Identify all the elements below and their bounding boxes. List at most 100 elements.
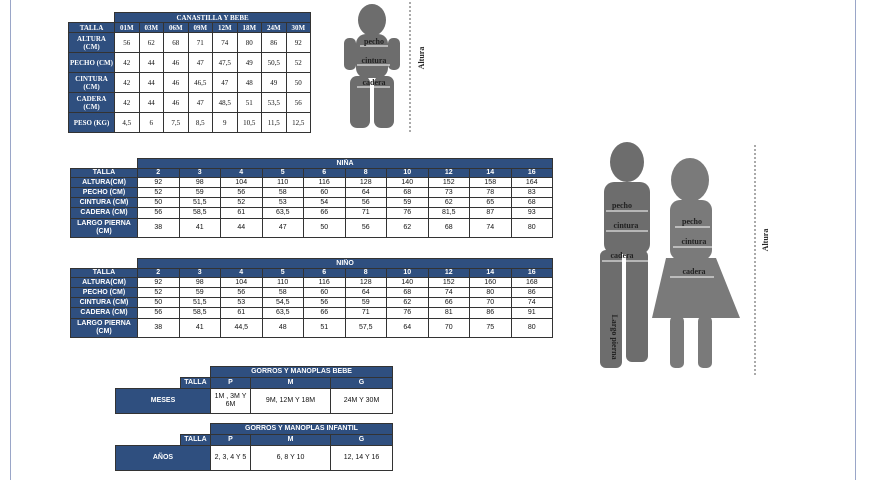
table-row: GORROS Y MANOPLAS BEBE	[116, 366, 394, 378]
empty-cell	[116, 367, 211, 378]
value-cell: 81,5	[427, 207, 470, 219]
value-cell: 47	[261, 218, 304, 238]
value-cell: 46	[163, 92, 189, 113]
row-label: CADERA (CM)	[70, 307, 138, 319]
value-cell: 51,5	[178, 197, 221, 208]
value-cell: 66	[303, 207, 346, 219]
table-title: GORROS Y MANOPLAS BEBE	[209, 366, 394, 378]
row-label: AÑOS	[115, 445, 211, 471]
value-cell: 60	[303, 187, 346, 198]
value-cell: 12, 14 Y 16	[329, 445, 394, 471]
value-cell: 50,5	[261, 52, 287, 73]
value-cell: 80	[236, 32, 262, 53]
header-cell: TALLA	[68, 22, 115, 33]
figure-label: cadera	[682, 267, 705, 276]
row-label: ALTURA(CM)	[70, 277, 138, 288]
table-row: MESES 1M , 3M Y 6M 9M, 12M Y 18M 24M Y 30M	[115, 388, 394, 414]
value-cell: 48	[236, 72, 262, 93]
empty-cell	[116, 435, 181, 446]
header-cell: 12	[427, 168, 470, 178]
header-cell: 10	[386, 268, 429, 278]
value-cell: 6	[138, 112, 164, 133]
value-cell: 62	[427, 197, 470, 208]
value-cell: 83	[510, 187, 553, 198]
value-cell: 62	[386, 297, 429, 308]
value-cell: 54	[303, 197, 346, 208]
value-cell: 56	[137, 207, 180, 219]
size-table: GORROS Y MANOPLAS INFANTIL TALLA P M G AÑOS 2,…	[115, 423, 394, 471]
value-cell: 12,5	[285, 112, 312, 133]
value-cell: 57,5	[344, 318, 387, 338]
value-cell: 52	[220, 197, 263, 208]
header-cell: 3	[178, 268, 221, 278]
value-cell: 53,5	[261, 92, 287, 113]
value-cell: 68	[386, 287, 429, 298]
value-cell: 86	[261, 32, 287, 53]
figure-label: cadera	[610, 251, 633, 260]
row-label: ALTURA (CM)	[68, 32, 115, 53]
table-row: ALTURA(CM) 92 98 104 110 116 128 140 152 158 164	[70, 177, 553, 188]
table-row: NIÑA	[71, 158, 553, 169]
value-cell: 80	[510, 318, 554, 338]
size-table: NIÑO TALLA 2 3 4 5 6 8 10 12 14 16 ALTURA(CM) 92 98 104…	[70, 258, 554, 338]
value-cell: 98	[178, 177, 221, 188]
value-cell: 58	[261, 187, 304, 198]
header-cell: 12M	[212, 22, 238, 33]
table-row: CADERA (CM) 56 58,5 61 63,5 66 71 76 81,5 87 93	[70, 207, 553, 219]
table-row: TALLA 2 3 4 5 6 8 10 12 14 16	[70, 168, 553, 178]
value-cell: 38	[137, 318, 180, 338]
value-cell: 44,5	[220, 318, 263, 338]
value-cell: 56	[344, 218, 387, 238]
table-row: TALLA P M G	[116, 434, 394, 446]
value-cell: 60	[303, 287, 346, 298]
table-row: CINTURA (CM) 50 51,5 53 54,5 56 59 62 66 70 74	[70, 297, 554, 308]
header-cell: 2	[137, 268, 180, 278]
header-cell: TALLA	[180, 434, 211, 446]
value-cell: 47	[187, 52, 213, 73]
figure-label: Largo pierna	[610, 314, 619, 359]
value-cell: 6, 8 Y 10	[250, 445, 331, 471]
table-title: NIÑA	[137, 158, 553, 169]
value-cell: 59	[178, 287, 221, 298]
row-label: CADERA (CM)	[70, 207, 138, 219]
value-cell: 164	[510, 177, 553, 188]
row-label: CINTURA (CM)	[70, 297, 138, 308]
value-cell: 73	[427, 187, 470, 198]
value-cell: 92	[285, 32, 312, 53]
value-cell: 56	[303, 297, 346, 308]
value-cell: 56	[114, 32, 140, 53]
value-cell: 116	[303, 177, 346, 188]
value-cell: 68	[386, 187, 429, 198]
value-cell: 56	[344, 197, 387, 208]
row-label: MESES	[115, 388, 211, 414]
header-cell: 8	[344, 168, 387, 178]
value-cell: 98	[178, 277, 221, 288]
value-cell: 42	[114, 92, 140, 113]
value-cell: 50	[285, 72, 312, 93]
value-cell: 61	[220, 307, 263, 319]
value-cell: 7,5	[163, 112, 189, 133]
value-cell: 75	[469, 318, 512, 338]
table-row: PECHO (CM) 52 59 56 58 60 64 68 73 78 83	[70, 187, 553, 198]
value-cell: 44	[138, 72, 164, 93]
header-cell: 6	[303, 268, 346, 278]
header-cell: TALLA	[180, 377, 211, 389]
value-cell: 42	[114, 72, 140, 93]
header-cell: 4	[220, 168, 263, 178]
table-row: CINTURA (CM) 42 44 46 46,5 47 48 49 50	[68, 72, 312, 93]
size-table: GORROS Y MANOPLAS BEBE TALLA P M G MESES 1M , …	[115, 366, 394, 414]
header-cell: 24M	[261, 22, 287, 33]
figure-label: pecho	[612, 201, 632, 210]
header-cell: 2	[137, 168, 180, 178]
value-cell: 52	[137, 187, 180, 198]
value-cell: 50	[137, 197, 180, 208]
value-cell: 71	[344, 207, 387, 219]
table-row: ALTURA (CM) 56 62 68 71 74 80 86 92	[68, 32, 312, 53]
value-cell: 56	[220, 187, 263, 198]
value-cell: 68	[510, 197, 553, 208]
value-cell: 62	[138, 32, 164, 53]
value-cell: 86	[510, 287, 554, 298]
value-cell: 93	[510, 207, 553, 219]
header-cell: 14	[469, 168, 512, 178]
value-cell: 91	[510, 307, 554, 319]
